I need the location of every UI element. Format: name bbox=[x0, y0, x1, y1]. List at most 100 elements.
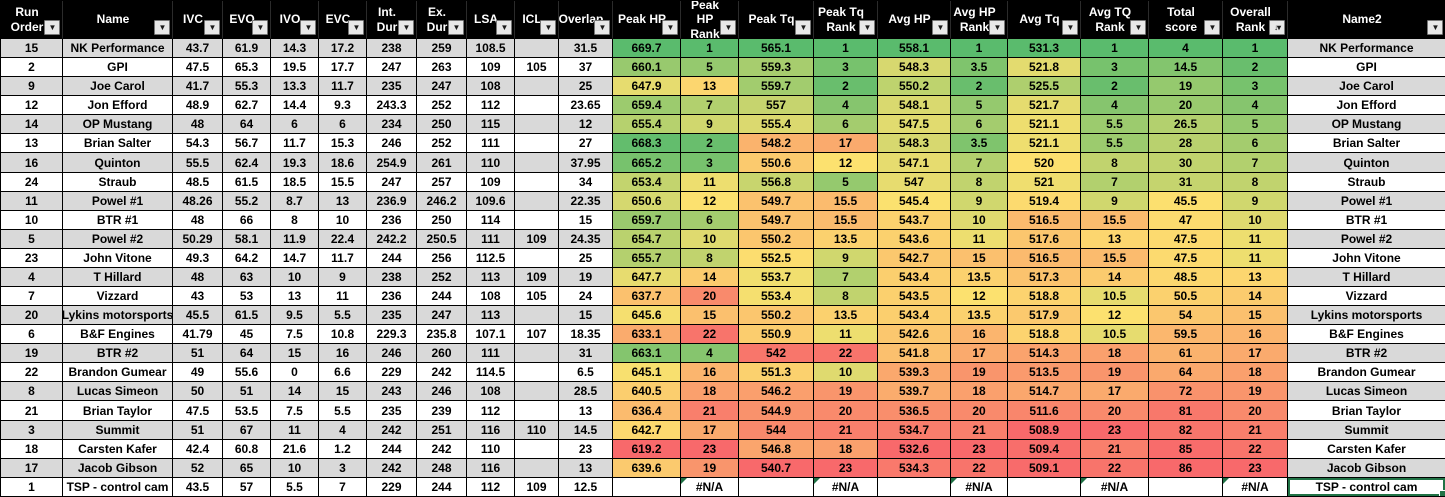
cell-overlap[interactable]: 31.5 bbox=[559, 39, 613, 59]
cell-total_score[interactable]: 30 bbox=[1149, 153, 1223, 173]
cell-ex_dur[interactable]: 246 bbox=[417, 382, 467, 402]
cell-peak_hp[interactable]: 647.9 bbox=[613, 77, 681, 97]
cell-evc[interactable]: 15 bbox=[319, 382, 367, 402]
cell-overall_rank[interactable]: 9 bbox=[1223, 191, 1288, 211]
cell-ivc[interactable]: 48 bbox=[173, 210, 223, 230]
cell-icl[interactable] bbox=[515, 248, 559, 268]
cell-ivo[interactable]: 11.7 bbox=[271, 134, 319, 154]
cell-peak_hp[interactable]: 639.6 bbox=[613, 458, 681, 478]
cell-evo[interactable]: 57 bbox=[223, 477, 271, 497]
cell-avg_hp[interactable]: 534.7 bbox=[878, 420, 951, 440]
column-header-lsa[interactable]: LSA ▼ bbox=[467, 1, 515, 39]
cell-icl[interactable]: 105 bbox=[515, 58, 559, 78]
cell-name[interactable]: Summit bbox=[63, 420, 173, 440]
filter-dropdown-icon[interactable]: ▼ bbox=[989, 20, 1005, 35]
cell-avg_hp[interactable]: 543.7 bbox=[878, 210, 951, 230]
cell-ex_dur[interactable]: 235.8 bbox=[417, 325, 467, 345]
cell-ivc[interactable]: 52 bbox=[173, 458, 223, 478]
cell-name[interactable]: T Hillard bbox=[63, 267, 173, 288]
cell-peak_hp_rank[interactable]: 13 bbox=[681, 77, 739, 97]
cell-peak_hp_rank[interactable]: 17 bbox=[681, 420, 739, 440]
cell-name[interactable]: Jon Efford bbox=[63, 96, 173, 116]
cell-ivo[interactable]: 11.9 bbox=[271, 229, 319, 249]
cell-overlap[interactable]: 15 bbox=[559, 210, 613, 230]
cell-evo[interactable]: 63 bbox=[223, 267, 271, 288]
cell-peak_hp_rank[interactable]: 2 bbox=[681, 134, 739, 154]
cell-ivo[interactable]: 8 bbox=[271, 210, 319, 230]
cell-ex_dur[interactable]: 246.2 bbox=[417, 191, 467, 211]
cell-avg_tq_rank[interactable]: 19 bbox=[1081, 363, 1149, 383]
cell-ex_dur[interactable]: 250 bbox=[417, 210, 467, 230]
cell-overlap[interactable]: 25 bbox=[559, 77, 613, 97]
cell-int_dur[interactable]: 247 bbox=[367, 172, 417, 192]
cell-peak_hp[interactable]: 655.7 bbox=[613, 248, 681, 268]
cell-ex_dur[interactable]: 252 bbox=[417, 96, 467, 116]
cell-avg_tq_rank[interactable]: 9 bbox=[1081, 191, 1149, 211]
column-header-avg_tq[interactable]: Avg Tq ▼ bbox=[1008, 1, 1081, 39]
cell-total_score[interactable]: 31 bbox=[1149, 172, 1223, 192]
cell-ex_dur[interactable]: 250.5 bbox=[417, 229, 467, 249]
cell-name2[interactable]: Powel #2 bbox=[1288, 229, 1445, 249]
cell-evo[interactable]: 56.7 bbox=[223, 134, 271, 154]
cell-avg_tq_rank[interactable]: 20 bbox=[1081, 401, 1149, 421]
cell-int_dur[interactable]: 242 bbox=[367, 420, 417, 440]
cell-peak_hp_rank[interactable]: 11 bbox=[681, 172, 739, 192]
cell-name[interactable]: TSP - control cam bbox=[63, 477, 173, 497]
cell-ivc[interactable]: 49 bbox=[173, 363, 223, 383]
cell-avg_hp_rank[interactable]: 20 bbox=[951, 401, 1008, 421]
cell-overlap[interactable]: 37 bbox=[559, 58, 613, 78]
cell-peak_hp[interactable]: 647.7 bbox=[613, 267, 681, 288]
filter-dropdown-icon[interactable]: ▼ bbox=[662, 20, 678, 35]
cell-evo[interactable]: 64 bbox=[223, 344, 271, 364]
cell-ivc[interactable]: 42.4 bbox=[173, 439, 223, 459]
cell-peak_hp_rank[interactable]: 10 bbox=[681, 229, 739, 249]
filter-dropdown-icon[interactable]: ▼ bbox=[795, 20, 811, 35]
cell-overlap[interactable]: 25 bbox=[559, 248, 613, 268]
cell-icl[interactable] bbox=[515, 153, 559, 173]
cell-peak_hp[interactable]: 619.2 bbox=[613, 439, 681, 459]
cell-name2[interactable]: Quinton bbox=[1288, 153, 1445, 173]
cell-overall_rank[interactable]: 11 bbox=[1223, 248, 1288, 268]
cell-avg_hp_rank[interactable]: 3.5 bbox=[951, 58, 1008, 78]
cell-int_dur[interactable]: 246 bbox=[367, 344, 417, 364]
cell-lsa[interactable]: 109 bbox=[467, 172, 515, 192]
cell-peak_hp[interactable]: 637.7 bbox=[613, 287, 681, 307]
cell-overlap[interactable]: 23.65 bbox=[559, 96, 613, 116]
cell-run_order[interactable]: 15 bbox=[1, 39, 63, 59]
cell-total_score[interactable]: 26.5 bbox=[1149, 115, 1223, 135]
cell-avg_tq_rank[interactable]: 4 bbox=[1081, 96, 1149, 116]
cell-peak_tq_rank[interactable]: 15.5 bbox=[814, 210, 878, 230]
cell-int_dur[interactable]: 235 bbox=[367, 77, 417, 97]
cell-avg_tq_rank[interactable]: 1 bbox=[1081, 39, 1149, 59]
cell-avg_hp_rank[interactable]: 1 bbox=[951, 39, 1008, 59]
cell-overall_rank[interactable]: 19 bbox=[1223, 382, 1288, 402]
cell-ex_dur[interactable]: 247 bbox=[417, 77, 467, 97]
cell-peak_hp_rank[interactable]: 12 bbox=[681, 191, 739, 211]
cell-peak_tq_rank[interactable]: 13.5 bbox=[814, 306, 878, 326]
cell-avg_tq[interactable]: 520 bbox=[1008, 153, 1081, 173]
filter-dropdown-icon[interactable]: ▼ bbox=[720, 20, 736, 35]
cell-run_order[interactable]: 10 bbox=[1, 210, 63, 230]
cell-peak_tq[interactable]: 546.8 bbox=[739, 439, 814, 459]
cell-ex_dur[interactable]: 256 bbox=[417, 248, 467, 268]
cell-peak_tq_rank[interactable]: 22 bbox=[814, 344, 878, 364]
cell-total_score[interactable]: 47.5 bbox=[1149, 229, 1223, 249]
cell-avg_tq[interactable]: 517.3 bbox=[1008, 267, 1081, 288]
cell-total_score[interactable]: 45.5 bbox=[1149, 191, 1223, 211]
cell-lsa[interactable]: 113 bbox=[467, 306, 515, 326]
cell-ex_dur[interactable]: 259 bbox=[417, 39, 467, 59]
cell-total_score[interactable]: 86 bbox=[1149, 458, 1223, 478]
filter-dropdown-icon[interactable]: ▼ bbox=[448, 20, 464, 35]
cell-icl[interactable] bbox=[515, 210, 559, 230]
cell-ivc[interactable]: 49.3 bbox=[173, 248, 223, 268]
cell-run_order[interactable]: 23 bbox=[1, 248, 63, 268]
cell-overlap[interactable]: 34 bbox=[559, 172, 613, 192]
cell-ivc[interactable]: 50 bbox=[173, 382, 223, 402]
cell-evo[interactable]: 58.1 bbox=[223, 229, 271, 249]
cell-run_order[interactable]: 12 bbox=[1, 96, 63, 116]
cell-name[interactable]: BTR #1 bbox=[63, 210, 173, 230]
cell-peak_tq[interactable]: 557 bbox=[739, 96, 814, 116]
cell-peak_tq_rank[interactable]: 6 bbox=[814, 115, 878, 135]
column-header-total_score[interactable]: Total score ▼ bbox=[1149, 1, 1223, 39]
cell-peak_hp_rank[interactable]: 4 bbox=[681, 344, 739, 364]
